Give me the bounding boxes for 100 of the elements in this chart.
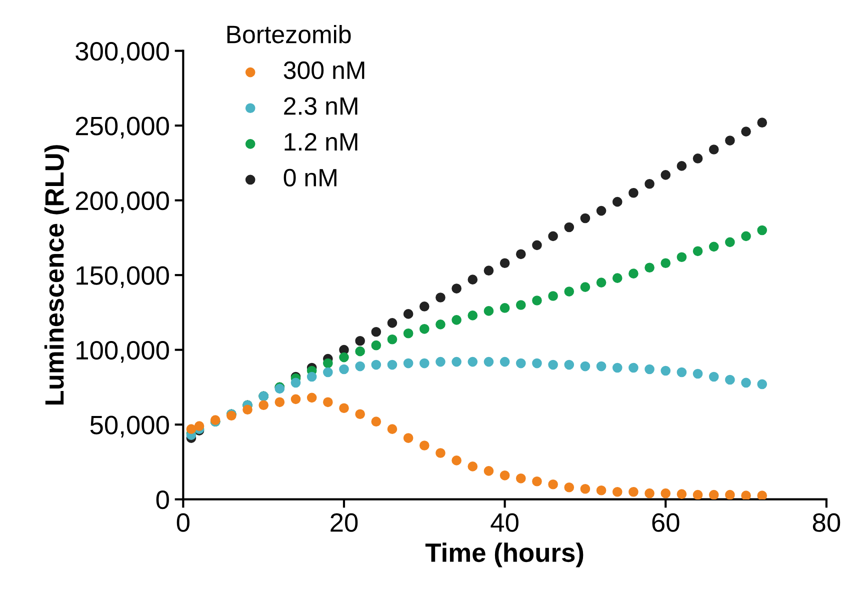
point: [644, 178, 654, 189]
point: [708, 242, 719, 252]
point: [468, 462, 478, 472]
point: [596, 485, 606, 496]
point: [676, 252, 687, 262]
point: [194, 421, 204, 431]
point: [452, 315, 462, 325]
point: [403, 358, 414, 368]
point: [452, 456, 462, 466]
point: [186, 424, 196, 434]
point: [322, 367, 333, 378]
point: [548, 360, 558, 370]
point: [757, 225, 768, 236]
point: [290, 394, 301, 404]
y-axis-title: Luminescence (RLU): [44, 145, 70, 405]
point: [612, 486, 622, 497]
legend-label: 2.3 nM: [284, 97, 358, 115]
point: [403, 309, 414, 319]
point: [644, 488, 654, 498]
point: [274, 397, 285, 408]
point: [725, 136, 735, 146]
point: [306, 372, 317, 382]
point: [628, 362, 638, 373]
point: [548, 479, 558, 490]
point: [436, 356, 446, 367]
point: [500, 258, 510, 268]
point: [322, 397, 333, 408]
y-tick-label: 250,000: [76, 116, 169, 139]
point: [660, 170, 671, 180]
point: [596, 206, 606, 216]
point: [387, 318, 398, 328]
point: [516, 358, 526, 368]
point: [339, 403, 349, 414]
point: [692, 246, 703, 256]
point: [468, 310, 478, 320]
point: [548, 231, 558, 242]
point: [258, 400, 269, 410]
point: [436, 292, 446, 302]
y-tick-label: 200,000: [76, 191, 169, 214]
point: [757, 379, 768, 390]
point: [371, 360, 382, 370]
legend-label: 1.2 nM: [284, 133, 358, 150]
point: [500, 303, 510, 313]
point: [355, 346, 365, 356]
point: [692, 368, 703, 379]
point: [660, 488, 671, 498]
y-tick-label: 150,000: [76, 266, 169, 288]
point: [757, 118, 768, 128]
point: [436, 319, 446, 330]
point: [290, 378, 301, 388]
point: [419, 440, 430, 450]
point: [580, 361, 590, 372]
point: [516, 300, 526, 310]
point: [564, 286, 574, 296]
point: [516, 473, 526, 484]
point: [484, 356, 494, 367]
point: [564, 360, 574, 370]
y-tick-label: 300,000: [76, 42, 169, 64]
legend-label: 300 nM: [284, 61, 364, 80]
point: [708, 372, 719, 382]
point: [371, 326, 382, 337]
point: [741, 126, 751, 136]
point: [355, 361, 365, 372]
point: [741, 378, 751, 388]
point: [725, 374, 735, 385]
point: [612, 196, 622, 207]
point: [725, 237, 735, 248]
point: [580, 484, 590, 494]
point: [612, 362, 622, 373]
y-tick-label: 100,000: [76, 340, 169, 363]
point: [436, 448, 446, 458]
point: [468, 274, 478, 284]
point: [741, 231, 751, 242]
point: [403, 433, 414, 443]
point: [596, 278, 606, 288]
x-tick-label: 40: [490, 513, 518, 532]
point: [741, 490, 751, 500]
point: [676, 161, 687, 171]
point: [387, 334, 398, 344]
point: [676, 489, 687, 500]
point: [242, 404, 252, 415]
point: [532, 296, 542, 306]
point: [596, 361, 606, 372]
point: [484, 306, 494, 316]
point: [757, 490, 768, 500]
point: [692, 154, 703, 164]
point: [452, 356, 462, 367]
point: [371, 340, 382, 350]
point: [500, 356, 510, 367]
point: [500, 470, 510, 480]
point: [452, 284, 462, 294]
point: [564, 482, 574, 492]
point: [676, 367, 687, 378]
point: [612, 273, 622, 283]
point: [580, 282, 590, 292]
point: [419, 302, 430, 312]
point: [564, 222, 574, 232]
legend-title: Bortezomib: [227, 24, 351, 44]
point: [532, 476, 542, 486]
point: [339, 364, 349, 374]
